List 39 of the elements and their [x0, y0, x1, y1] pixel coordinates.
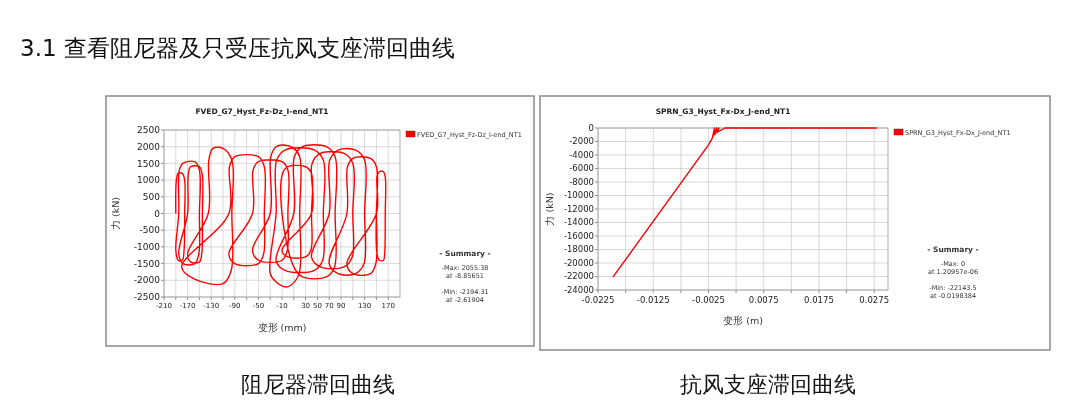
line-series — [175, 144, 387, 288]
y-tick-label: -16000 — [563, 230, 594, 241]
y-tick-label: -8000 — [569, 176, 594, 187]
y-tick-label: 0 — [154, 208, 161, 219]
y-tick-label: -10000 — [563, 190, 594, 201]
y-tick-label: -500 — [139, 225, 161, 236]
y-tick-label: -22000 — [563, 271, 594, 282]
y-tick-label: 500 — [142, 191, 161, 202]
line-series — [612, 127, 878, 278]
y-tick-label: 1000 — [137, 175, 161, 186]
x-tick-label: -0.0025 — [692, 294, 725, 305]
y-tick-label: -20000 — [563, 257, 594, 268]
y-tick-label: -1000 — [133, 242, 161, 253]
y-tick-label: -6000 — [569, 163, 594, 174]
text: 3.1 查看阻尼器及只受压抗风支座滞回曲线 — [20, 35, 455, 61]
x-tick-label: 0.0175 — [804, 294, 834, 305]
y-tick-label: 0 — [588, 122, 594, 133]
x-tick-label: 0.0275 — [859, 294, 890, 305]
y-tick-label: -14000 — [563, 217, 594, 228]
y-tick-label: -18000 — [563, 244, 594, 255]
y-tick-label: -1500 — [133, 258, 161, 269]
y-axis-title: 力 (kN) — [544, 192, 555, 226]
y-tick-label: 2000 — [137, 141, 161, 152]
y-tick-label: -12000 — [563, 203, 594, 214]
y-tick-label: -4000 — [569, 149, 594, 160]
y-tick-label: -2500 — [133, 292, 161, 303]
text: 抗风支座滞回曲线 — [680, 372, 856, 397]
y-axis-title: 力 (kN) — [110, 196, 121, 231]
text: 阻尼器滞回曲线 — [241, 372, 395, 397]
y-tick-label: -2000 — [569, 136, 594, 147]
y-tick-label: -24000 — [563, 284, 594, 295]
y-tick-label: 2500 — [137, 125, 161, 136]
y-tick-label: -2000 — [133, 275, 161, 286]
x-tick-label: -0.0125 — [636, 294, 670, 305]
x-tick-label: -0.0225 — [581, 294, 615, 305]
x-axis-title: 变形 (m) — [723, 315, 763, 326]
x-axis-title: 变形 (mm) — [257, 322, 307, 333]
x-tick-label: 0.0075 — [748, 294, 779, 305]
y-tick-label: 1500 — [137, 158, 161, 169]
